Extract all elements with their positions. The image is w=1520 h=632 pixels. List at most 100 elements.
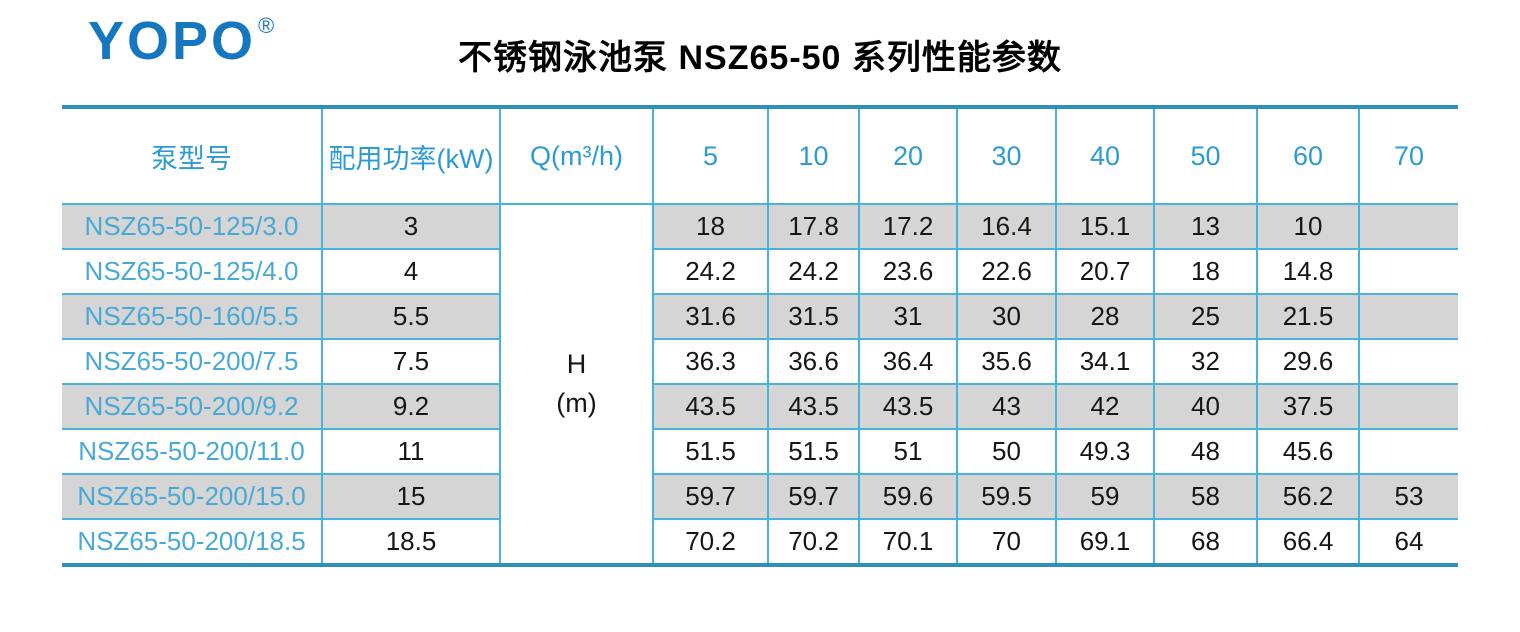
power-cell: 9.2 <box>321 383 501 430</box>
model-cell: NSZ65-50-160/5.5 <box>62 293 323 340</box>
model-cell: NSZ65-50-200/18.5 <box>62 518 323 566</box>
value-cell: 51.5 <box>652 428 769 475</box>
value-cell: 25 <box>1153 293 1258 340</box>
value-cell: 32 <box>1153 338 1258 385</box>
table-row: NSZ65-50-125/3.0 3 H (m) 18 17.8 17.2 16… <box>62 203 1458 566</box>
table-row: NSZ65-50-200/15.0 15 59.7 59.7 59.6 59.5… <box>62 473 1458 520</box>
col-header-flow-40: 40 <box>1055 106 1155 205</box>
model-cell: NSZ65-50-200/9.2 <box>62 383 323 430</box>
value-cell: 15.1 <box>1055 203 1155 250</box>
value-cell: 31.6 <box>652 293 769 340</box>
col-header-power-label: 配用功率(kW) <box>328 143 494 174</box>
table-row: NSZ65-50-160/5.5 5.5 31.6 31.5 31 30 28 … <box>62 293 1458 340</box>
value-cell: 36.4 <box>858 338 958 385</box>
value-cell <box>1358 203 1458 250</box>
value-cell: 40 <box>1153 383 1258 430</box>
value-cell: 17.2 <box>858 203 958 250</box>
col-header-power: 配用功率(kW) <box>321 106 501 205</box>
col-header-flow-30: 30 <box>956 106 1057 205</box>
value-cell: 14.8 <box>1256 248 1360 295</box>
performance-table: 泵型号 配用功率(kW) Q(m³/h) 5 10 20 30 40 50 60… <box>62 105 1458 567</box>
col-header-flow-50: 50 <box>1153 106 1258 205</box>
value-cell <box>1358 293 1458 340</box>
value-cell: 31 <box>858 293 958 340</box>
value-cell: 28 <box>1055 293 1155 340</box>
value-cell: 70.2 <box>652 518 769 566</box>
value-cell: 37.5 <box>1256 383 1360 430</box>
value-cell: 51 <box>858 428 958 475</box>
value-cell: 30 <box>956 293 1057 340</box>
power-cell: 3 <box>321 203 501 250</box>
value-cell: 29.6 <box>1256 338 1360 385</box>
head-unit: (m) <box>556 388 597 418</box>
value-cell: 23.6 <box>858 248 958 295</box>
col-header-flow-5: 5 <box>652 106 769 205</box>
value-cell: 45.6 <box>1256 428 1360 475</box>
power-cell: 5.5 <box>321 293 501 340</box>
value-cell: 36.6 <box>767 338 860 385</box>
brand-logo-text: YOPO <box>88 11 257 71</box>
value-cell: 43 <box>956 383 1057 430</box>
value-cell: 48 <box>1153 428 1258 475</box>
col-header-flow-60: 60 <box>1256 106 1360 205</box>
value-cell: 70 <box>956 518 1057 566</box>
power-cell: 4 <box>321 248 501 295</box>
model-cell: NSZ65-50-200/7.5 <box>62 338 323 385</box>
col-header-flow: Q(m³/h) <box>499 106 654 205</box>
value-cell: 31.5 <box>767 293 860 340</box>
head-unit-cell: H (m) <box>499 203 654 566</box>
value-cell <box>1358 248 1458 295</box>
value-cell: 17.8 <box>767 203 860 250</box>
value-cell: 68 <box>1153 518 1258 566</box>
value-cell: 20.7 <box>1055 248 1155 295</box>
value-cell: 21.5 <box>1256 293 1360 340</box>
table-row: NSZ65-50-200/9.2 9.2 43.5 43.5 43.5 43 4… <box>62 383 1458 430</box>
model-cell: NSZ65-50-125/3.0 <box>62 203 323 250</box>
value-cell: 16.4 <box>956 203 1057 250</box>
col-header-flow-20: 20 <box>858 106 958 205</box>
value-cell: 22.6 <box>956 248 1057 295</box>
value-cell: 53 <box>1358 473 1458 520</box>
col-header-flow-10: 10 <box>767 106 860 205</box>
value-cell: 69.1 <box>1055 518 1155 566</box>
col-header-flow-label: Q(m³/h) <box>530 140 623 171</box>
model-cell: NSZ65-50-200/15.0 <box>62 473 323 520</box>
value-cell: 64 <box>1358 518 1458 566</box>
value-cell <box>1358 428 1458 475</box>
value-cell: 10 <box>1256 203 1360 250</box>
col-header-model-label: 泵型号 <box>151 143 232 174</box>
value-cell: 59.7 <box>652 473 769 520</box>
value-cell: 35.6 <box>956 338 1057 385</box>
value-cell: 58 <box>1153 473 1258 520</box>
value-cell: 24.2 <box>652 248 769 295</box>
table-row: NSZ65-50-125/4.0 4 24.2 24.2 23.6 22.6 2… <box>62 248 1458 295</box>
value-cell <box>1358 383 1458 430</box>
power-cell: 18.5 <box>321 518 501 566</box>
value-cell: 36.3 <box>652 338 769 385</box>
value-cell: 59.6 <box>858 473 958 520</box>
page-title: 不锈钢泳池泵 NSZ65-50 系列性能参数 <box>458 39 1062 77</box>
value-cell: 43.5 <box>767 383 860 430</box>
registered-trademark-icon: ® <box>258 13 275 38</box>
value-cell: 59.7 <box>767 473 860 520</box>
value-cell: 59 <box>1055 473 1155 520</box>
power-cell: 7.5 <box>321 338 501 385</box>
table-row: NSZ65-50-200/18.5 18.5 70.2 70.2 70.1 70… <box>62 518 1458 566</box>
value-cell: 13 <box>1153 203 1258 250</box>
value-cell: 50 <box>956 428 1057 475</box>
value-cell: 24.2 <box>767 248 860 295</box>
table-row: NSZ65-50-200/11.0 11 51.5 51.5 51 50 49.… <box>62 428 1458 475</box>
model-cell: NSZ65-50-125/4.0 <box>62 248 323 295</box>
value-cell: 70.2 <box>767 518 860 566</box>
value-cell: 34.1 <box>1055 338 1155 385</box>
value-cell: 43.5 <box>858 383 958 430</box>
value-cell: 42 <box>1055 383 1155 430</box>
value-cell: 18 <box>1153 248 1258 295</box>
value-cell: 66.4 <box>1256 518 1360 566</box>
value-cell <box>1358 338 1458 385</box>
value-cell: 43.5 <box>652 383 769 430</box>
table-row: NSZ65-50-200/7.5 7.5 36.3 36.6 36.4 35.6… <box>62 338 1458 385</box>
power-cell: 15 <box>321 473 501 520</box>
value-cell: 51.5 <box>767 428 860 475</box>
col-header-model: 泵型号 <box>62 106 323 205</box>
